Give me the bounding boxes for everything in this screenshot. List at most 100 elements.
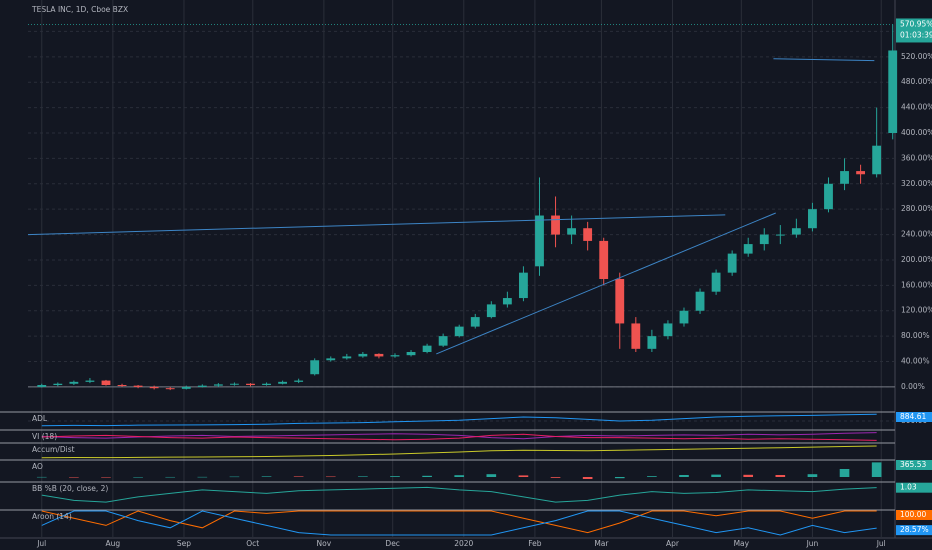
pane-title: AO [32,462,43,471]
indicator-line [41,433,877,441]
trendline [773,58,875,62]
value-label: 884.61 [900,412,926,421]
pane-title: BB %B (20, close, 2) [32,484,108,493]
candle-body [856,171,866,175]
candle-body [310,360,320,375]
histogram-bar [197,476,208,478]
candle-body [824,183,833,210]
x-tick-label: Jul [36,539,46,548]
price-label: 570.95% [900,19,932,28]
value-label-box [896,510,932,520]
histogram-bar [807,474,818,477]
candle-body [358,353,368,357]
candle-body [791,228,801,235]
histogram-bar [775,475,786,477]
y-tick-label: 240.00% [901,230,932,239]
y-tick-label: 320.00% [901,179,932,188]
candle-body [53,383,63,386]
candle-body [583,228,593,241]
x-tick-label: Aug [106,539,121,548]
value-label-box [896,482,932,493]
x-tick-label: Nov [317,539,332,548]
value-label-box [896,412,932,422]
histogram-bar [711,474,721,477]
candle-body [294,380,304,382]
candle-body [808,209,817,229]
candle-body [213,384,223,386]
histogram-bar [486,474,497,477]
candle-body [888,50,898,133]
x-tick-label: Jul [876,539,886,548]
y-tick-label: 120.00% [901,306,932,315]
histogram-bar [422,475,432,477]
indicator-line [41,486,877,503]
candle-body [262,383,271,386]
indicator-line [41,432,877,440]
y-tick-label: 200.00% [901,255,932,264]
candle-body [775,234,785,236]
candle-body [470,317,480,327]
histogram-bar [518,475,529,477]
x-tick-label: Feb [528,539,542,548]
candle-body [599,240,609,280]
candle-body [872,145,882,175]
pane-title: VI (18) [32,432,57,441]
x-tick-label: May [734,539,750,548]
histogram-bar [743,474,754,477]
y-tick-label: 480.00% [901,77,932,86]
y-tick-label: 0.00% [901,382,925,391]
histogram-bar [229,476,240,478]
value-label: 28.57% [900,525,929,534]
candle-body [230,383,239,385]
candle-body [326,358,336,361]
candle-body [374,353,384,357]
y-tick-label: 40.00% [901,357,930,366]
candle-body [406,352,416,356]
candle-body [759,234,769,245]
candle-body [711,272,721,292]
candle-body [165,388,175,390]
candle-body [133,385,143,387]
x-tick-label: Sep [177,539,191,548]
chart-title: TESLA INC, 1D, Cboe BZX [31,5,128,14]
candle-body [342,356,352,359]
candle-body [85,380,95,382]
value-label-box [896,460,932,470]
histogram-bar [165,476,176,478]
x-tick-label: Mar [594,539,609,548]
candle-body [647,336,657,349]
histogram-bar [839,469,850,477]
candle-body [37,385,47,387]
histogram-bar [293,476,304,477]
histogram-bar [325,476,336,478]
x-tick-label: Jun [806,539,819,548]
histogram-bar [101,477,111,478]
candle-body [727,253,737,273]
y-tick-label: 440.00% [901,103,932,112]
histogram-bar [36,476,47,478]
x-tick-label: Apr [666,539,680,548]
candle-body [695,291,705,311]
y-tick-label: 80.00% [901,331,930,340]
x-tick-label: Dec [385,539,400,548]
indicator-line [41,413,877,427]
value-label-box [896,525,932,536]
candle-body [454,326,464,337]
histogram-bar [454,475,465,477]
y-tick-label: 280.00% [901,204,932,213]
candle-body [69,381,79,384]
candle-body [551,215,560,235]
histogram-bar [390,476,400,477]
candle-body [631,323,641,349]
candle-body [278,381,288,384]
histogram-bar [647,476,657,477]
indicator-line [41,445,877,459]
value-label: 365.53 [900,460,926,469]
candle-body [615,279,625,324]
x-tick-label: Oct [246,539,259,548]
histogram-bar [550,477,561,478]
candle-body [663,323,673,337]
candle-body [197,385,207,387]
